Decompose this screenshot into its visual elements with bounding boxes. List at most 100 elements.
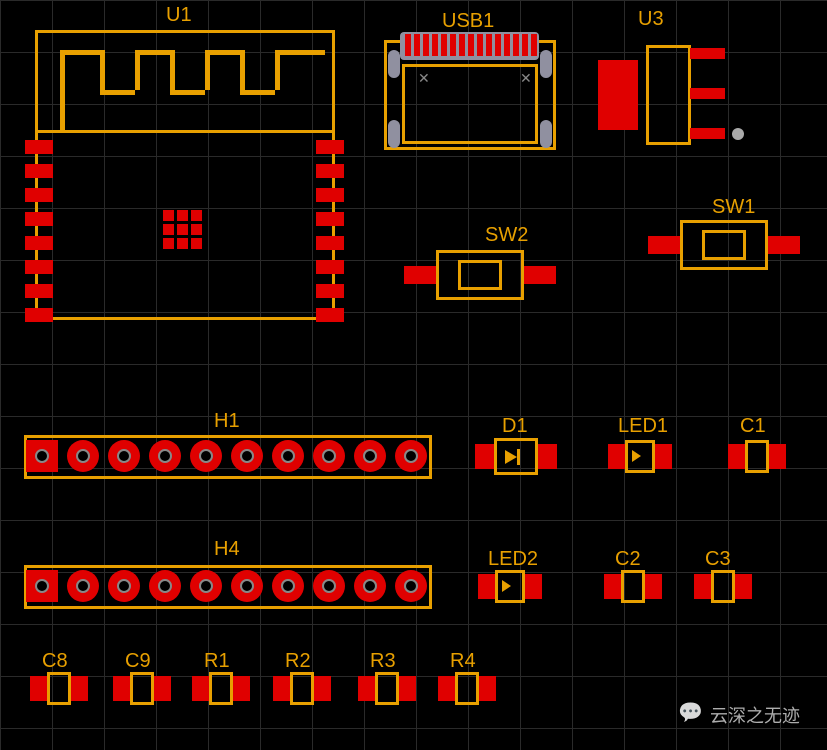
u1-thermal-2-1 — [177, 238, 188, 249]
usb1-mount-3 — [540, 120, 552, 148]
h1-hole-2 — [117, 449, 131, 463]
label-LED2: LED2 — [488, 548, 538, 571]
sw2-pad-left — [404, 266, 439, 284]
u3-body-pad — [598, 60, 638, 130]
c8-pad2 — [68, 676, 88, 701]
label-USB1: USB1 — [442, 10, 494, 33]
u3-pin-0 — [690, 48, 725, 59]
u1-antenna-6 — [170, 50, 175, 90]
c9-pad2 — [151, 676, 171, 701]
u1-antenna-sep — [35, 130, 335, 133]
u1-pad-left-5 — [25, 260, 53, 274]
sw1-pad-right — [765, 236, 800, 254]
grid-h — [0, 416, 827, 417]
h4-hole-2 — [117, 579, 131, 593]
u1-outline — [35, 30, 335, 320]
u1-antenna-1 — [60, 50, 100, 55]
h1-hole-5 — [240, 449, 254, 463]
u1-pad-left-1 — [25, 164, 53, 178]
grid-h — [0, 0, 827, 1]
r2-pad2 — [311, 676, 331, 701]
r4-pad2 — [476, 676, 496, 701]
label-D1: D1 — [502, 415, 528, 438]
h4-hole-0 — [35, 579, 49, 593]
c2-outline — [621, 570, 645, 603]
u1-pad-left-2 — [25, 188, 53, 202]
usb1-pin-11 — [504, 34, 510, 56]
usb1-pin-5 — [450, 34, 456, 56]
usb1-pin-0 — [405, 34, 411, 56]
usb1-pin-2 — [423, 34, 429, 56]
u1-antenna-10 — [240, 50, 245, 90]
label-R1: R1 — [204, 650, 230, 673]
h1-hole-3 — [158, 449, 172, 463]
label-SW1: SW1 — [712, 196, 755, 219]
d1-pad2 — [535, 444, 557, 469]
label-C9: C9 — [125, 650, 151, 673]
u3-pin1-dot-icon — [732, 128, 744, 140]
grid-h — [0, 624, 827, 625]
led1-polarity-icon — [632, 450, 641, 462]
r1-pad2 — [230, 676, 250, 701]
r3-outline — [375, 672, 399, 705]
r2-outline — [290, 672, 314, 705]
h1-hole-9 — [404, 449, 418, 463]
u1-thermal-1-2 — [191, 224, 202, 235]
u1-pad-right-0 — [316, 140, 344, 154]
usb1-pin-6 — [459, 34, 465, 56]
usb1-pin-12 — [513, 34, 519, 56]
usb1-x-icon-1: ✕ — [520, 70, 532, 87]
c8-outline — [47, 672, 71, 705]
u1-thermal-1-1 — [177, 224, 188, 235]
h1-hole-4 — [199, 449, 213, 463]
c2-pad2 — [642, 574, 662, 599]
u1-antenna-5 — [135, 50, 170, 55]
h4-hole-5 — [240, 579, 254, 593]
u1-pad-right-2 — [316, 188, 344, 202]
usb1-pin-1 — [414, 34, 420, 56]
u1-antenna-12 — [275, 50, 280, 90]
d1-diode-icon — [505, 450, 517, 464]
sw2-pad-right — [521, 266, 556, 284]
grid-v — [364, 0, 365, 750]
u1-pad-left-7 — [25, 308, 53, 322]
u1-thermal-0-0 — [163, 210, 174, 221]
label-H4: H4 — [214, 538, 240, 561]
u1-antenna-11 — [240, 90, 275, 95]
c1-outline — [745, 440, 769, 473]
sw2-outline-inner — [458, 260, 502, 290]
r3-pad2 — [396, 676, 416, 701]
d1-cathode-bar — [517, 449, 520, 465]
r1-outline — [209, 672, 233, 705]
grid-h — [0, 728, 827, 729]
h1-hole-0 — [35, 449, 49, 463]
led1-pad2 — [652, 444, 672, 469]
usb1-pin-10 — [495, 34, 501, 56]
u1-pad-right-3 — [316, 212, 344, 226]
c3-outline — [711, 570, 735, 603]
label-H1: H1 — [214, 410, 240, 433]
usb1-pin-8 — [477, 34, 483, 56]
u1-pad-left-6 — [25, 284, 53, 298]
r4-outline — [455, 672, 479, 705]
u1-thermal-2-0 — [163, 238, 174, 249]
label-U1: U1 — [166, 4, 192, 27]
led2-pad2 — [522, 574, 542, 599]
label-R4: R4 — [450, 650, 476, 673]
grid-h — [0, 364, 827, 365]
u1-pad-right-4 — [316, 236, 344, 250]
usb1-pin-4 — [441, 34, 447, 56]
u1-antenna-9 — [205, 50, 240, 55]
u3-pin-1 — [690, 88, 725, 99]
u1-pad-right-5 — [316, 260, 344, 274]
label-C1: C1 — [740, 415, 766, 438]
h1-hole-8 — [363, 449, 377, 463]
usb1-mount-0 — [388, 50, 400, 78]
watermark-text: 云深之无迹 — [710, 702, 800, 728]
label-SW2: SW2 — [485, 224, 528, 247]
label-C2: C2 — [615, 548, 641, 571]
u1-antenna-4 — [135, 50, 140, 90]
watermark-chat-icon: 💬 — [678, 700, 703, 725]
label-U3: U3 — [638, 8, 664, 31]
sw1-pad-left — [648, 236, 683, 254]
